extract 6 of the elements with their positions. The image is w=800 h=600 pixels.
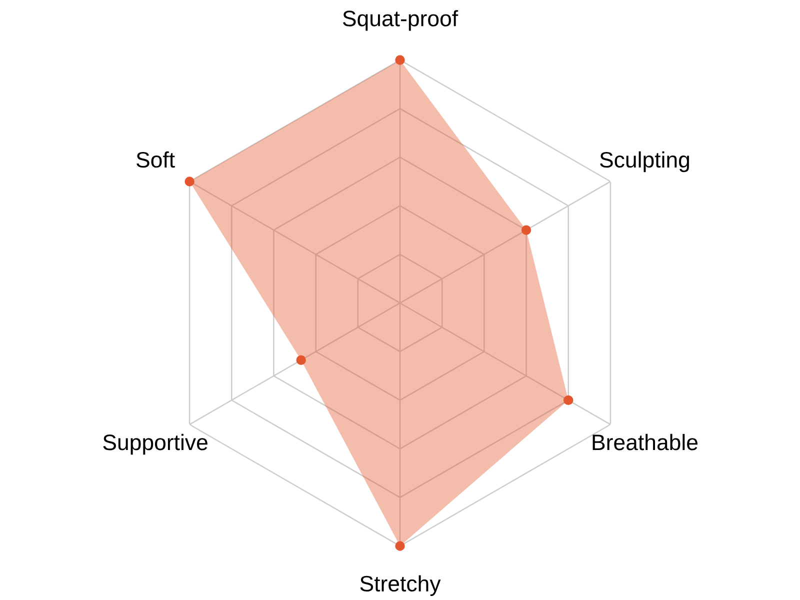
spoke-label: Soft bbox=[136, 151, 175, 168]
spoke-label: Breathable bbox=[592, 434, 698, 450]
spoke-label: Stretchy bbox=[360, 575, 441, 596]
spoke-label: Squat-proof bbox=[342, 10, 458, 31]
spoke-label: Supportive bbox=[103, 434, 208, 455]
spoke-label: Sculpting bbox=[600, 151, 690, 172]
